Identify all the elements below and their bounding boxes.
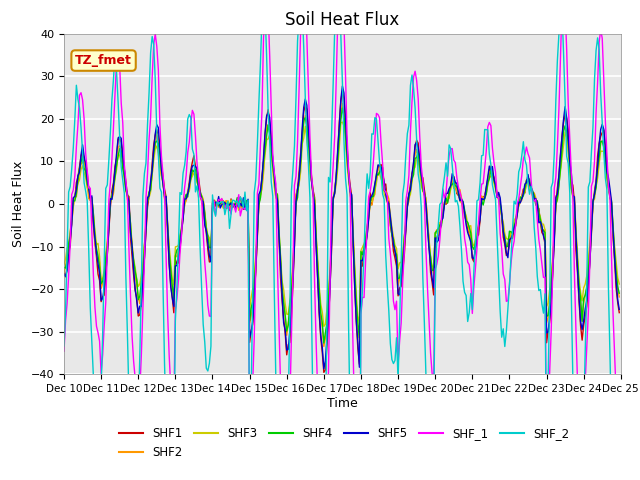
SHF2 xyxy=(226,201,234,207)
SHF_1 xyxy=(616,408,623,413)
SHF3 xyxy=(320,327,328,333)
Line: SHF5: SHF5 xyxy=(64,88,620,363)
SHF4 xyxy=(128,244,136,250)
SHF_1 xyxy=(253,188,261,193)
SHF_1 xyxy=(226,201,234,207)
SHF1 xyxy=(339,84,346,90)
SHF5 xyxy=(303,107,310,113)
SHF3 xyxy=(616,281,623,287)
SHF5 xyxy=(128,248,136,254)
SHF2 xyxy=(616,293,623,299)
SHF5 xyxy=(588,228,595,233)
SHF2 xyxy=(128,247,136,253)
Line: SHF_1: SHF_1 xyxy=(64,0,620,480)
SHF3 xyxy=(303,129,310,134)
Text: TZ_fmet: TZ_fmet xyxy=(75,54,132,67)
SHF2 xyxy=(60,265,68,271)
SHF5 xyxy=(60,276,68,281)
SHF4 xyxy=(226,201,234,206)
SHF3 xyxy=(226,201,234,206)
Line: SHF3: SHF3 xyxy=(64,113,620,330)
SHF1 xyxy=(128,250,136,256)
SHF4 xyxy=(244,204,252,210)
SHF3 xyxy=(60,255,68,261)
SHF_1 xyxy=(60,340,68,346)
SHF1 xyxy=(616,307,623,313)
SHF5 xyxy=(616,307,623,312)
SHF_2 xyxy=(128,461,136,467)
Legend: SHF1, SHF2, SHF3, SHF4, SHF5, SHF_1, SHF_2: SHF1, SHF2, SHF3, SHF4, SHF5, SHF_1, SHF… xyxy=(115,422,574,464)
Line: SHF2: SHF2 xyxy=(64,106,620,344)
Y-axis label: Soil Heat Flux: Soil Heat Flux xyxy=(12,161,25,247)
SHF3 xyxy=(244,202,252,208)
SHF_1 xyxy=(303,24,310,30)
SHF_1 xyxy=(588,189,595,194)
SHF3 xyxy=(339,110,346,116)
SHF2 xyxy=(303,120,310,126)
SHF_1 xyxy=(128,331,136,337)
SHF5 xyxy=(244,197,252,203)
SHF_2 xyxy=(616,457,623,463)
SHF3 xyxy=(128,240,136,246)
SHF3 xyxy=(588,224,595,230)
SHF3 xyxy=(253,226,261,232)
SHF4 xyxy=(320,342,328,348)
Line: SHF4: SHF4 xyxy=(64,107,620,345)
SHF_2 xyxy=(226,193,234,199)
Title: Soil Heat Flux: Soil Heat Flux xyxy=(285,11,399,29)
SHF4 xyxy=(303,118,310,124)
Line: SHF1: SHF1 xyxy=(64,87,620,371)
SHF5 xyxy=(339,85,346,91)
SHF5 xyxy=(253,232,261,238)
SHF4 xyxy=(60,260,68,266)
SHF1 xyxy=(253,235,261,240)
SHF4 xyxy=(253,228,261,233)
SHF5 xyxy=(226,198,234,204)
SHF1 xyxy=(321,368,329,373)
X-axis label: Time: Time xyxy=(327,397,358,410)
SHF4 xyxy=(339,104,346,110)
SHF1 xyxy=(60,279,68,285)
SHF_2 xyxy=(588,151,595,156)
SHF5 xyxy=(320,360,328,366)
SHF2 xyxy=(588,225,595,230)
SHF2 xyxy=(321,341,329,347)
SHF1 xyxy=(244,201,252,207)
SHF2 xyxy=(244,204,252,209)
SHF_2 xyxy=(303,144,310,150)
SHF_1 xyxy=(244,200,252,206)
SHF4 xyxy=(588,227,595,233)
SHF_2 xyxy=(60,344,68,349)
Line: SHF_2: SHF_2 xyxy=(64,0,620,480)
SHF1 xyxy=(588,228,595,234)
SHF_2 xyxy=(244,203,252,209)
SHF4 xyxy=(616,295,623,300)
SHF1 xyxy=(303,111,310,117)
SHF2 xyxy=(339,103,346,109)
SHF1 xyxy=(226,196,234,202)
SHF2 xyxy=(253,231,261,237)
SHF_2 xyxy=(253,143,261,149)
